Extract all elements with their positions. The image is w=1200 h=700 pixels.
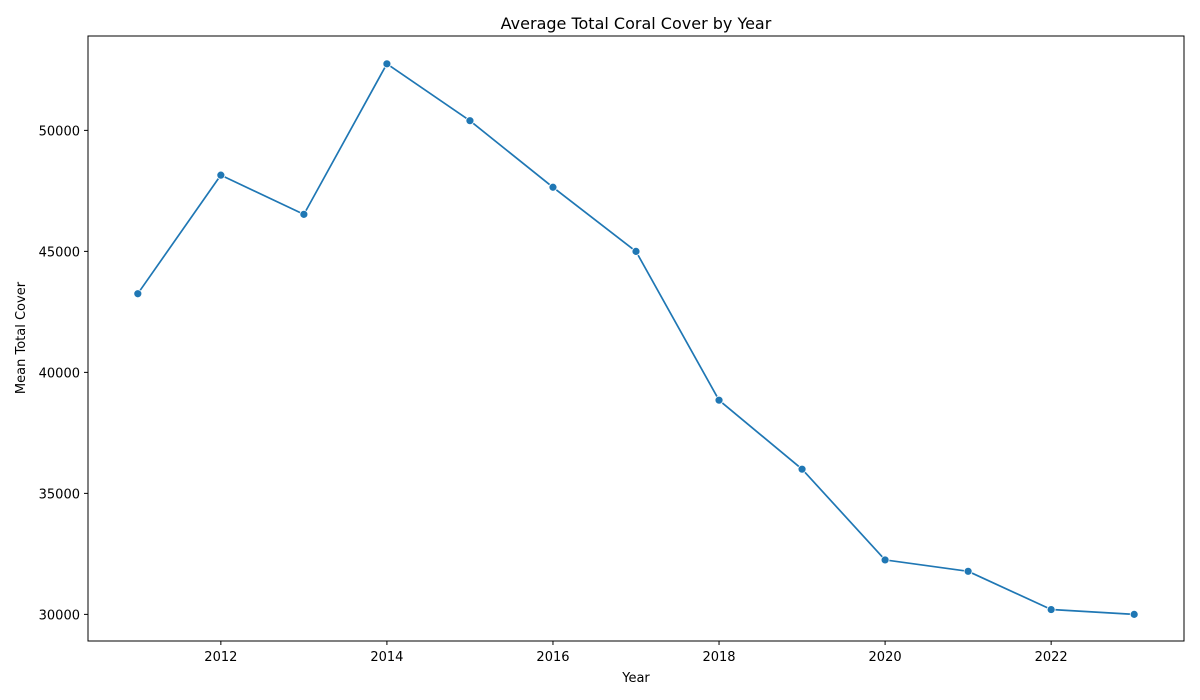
data-point xyxy=(797,464,807,474)
series-line xyxy=(137,62,1135,616)
y-axis-title: Mean Total Cover xyxy=(14,281,29,394)
x-tick-label: 2022 xyxy=(1035,650,1068,665)
series-layer xyxy=(133,59,1139,619)
y-tick-label: 30000 xyxy=(39,608,80,623)
x-axis: 2012 2014 2016 2018 2020 2022 xyxy=(204,641,1068,665)
x-tick-label: 2014 xyxy=(370,650,403,665)
data-point xyxy=(1046,605,1056,614)
data-point xyxy=(133,289,143,299)
y-tick-label: 35000 xyxy=(39,487,80,502)
data-point xyxy=(880,555,890,565)
y-tick-label: 50000 xyxy=(39,124,80,139)
y-tick-label: 40000 xyxy=(39,366,80,381)
chart-title: Average Total Coral Cover by Year xyxy=(501,14,772,33)
data-point xyxy=(714,395,724,405)
x-tick-label: 2018 xyxy=(702,650,735,665)
data-point xyxy=(465,116,475,126)
plot-area xyxy=(87,35,1185,642)
data-point xyxy=(963,566,973,576)
data-point xyxy=(216,170,226,180)
data-point xyxy=(382,59,392,69)
data-point xyxy=(631,246,641,256)
x-tick-label: 2020 xyxy=(869,650,902,665)
data-point xyxy=(548,182,558,192)
y-axis: 30000 35000 40000 45000 50000 xyxy=(39,124,88,623)
x-axis-title: Year xyxy=(621,671,650,686)
x-tick-label: 2016 xyxy=(536,650,569,665)
y-tick-label: 45000 xyxy=(39,245,80,260)
data-point xyxy=(1129,609,1139,619)
x-tick-label: 2012 xyxy=(204,650,237,665)
data-point xyxy=(299,209,309,219)
